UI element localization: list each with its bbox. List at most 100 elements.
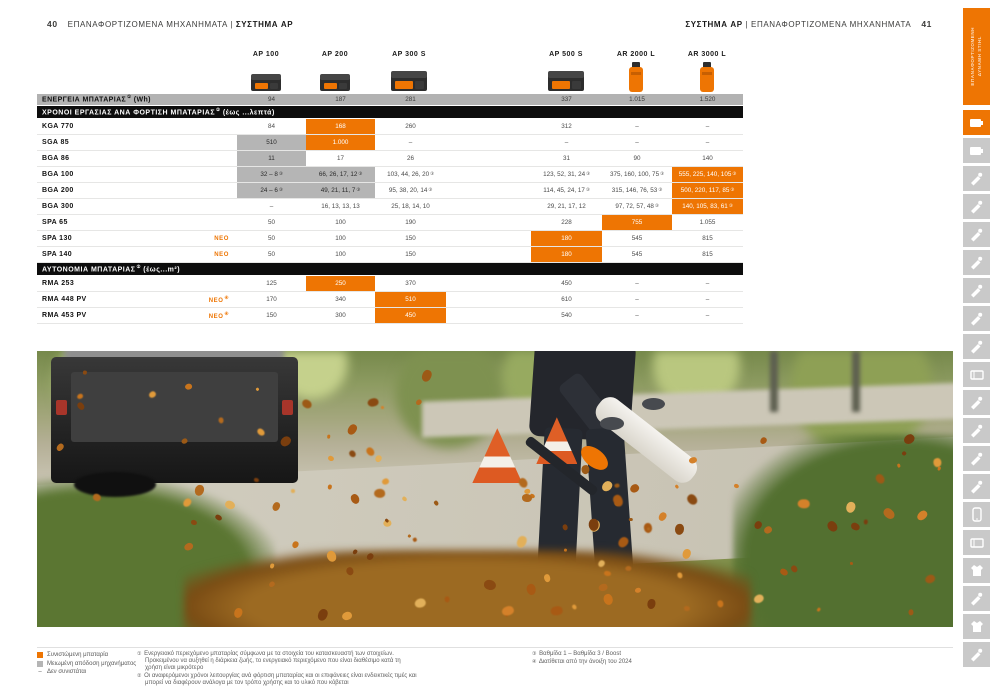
- footnote-ref: ④: [224, 294, 229, 300]
- footnote-ref: ③: [428, 187, 433, 193]
- value-cell: 100: [306, 215, 375, 230]
- value-cell: 228: [531, 215, 602, 230]
- value-cell: 50: [237, 231, 306, 246]
- footnote: ④ Διατίθεται από την άνοιξη του 2024: [532, 659, 632, 665]
- value-cell: 100: [306, 247, 375, 262]
- rail-tab-battery-ap-system-icon[interactable]: [963, 110, 990, 135]
- leaf: [364, 446, 376, 458]
- rail-tab-robotic-mower-icon[interactable]: [963, 362, 990, 387]
- battery-name: AP 300 S: [392, 51, 426, 58]
- rail-tab-helmet-icon[interactable]: [963, 558, 990, 583]
- rail-tab-apparel-icon[interactable]: [963, 614, 990, 639]
- rail-tab-accessories-icon[interactable]: [963, 642, 990, 667]
- row-label: BGA 200: [42, 187, 74, 194]
- photo-leaf-blowing: [37, 351, 953, 627]
- rail-tab-pole-pruner-icon[interactable]: [963, 222, 990, 247]
- battery-name: AP 100: [252, 51, 280, 58]
- footnotes-main: ① Ενεργειακό περιεχόμενο μπαταρίας σύμφω…: [137, 651, 417, 688]
- rail-tab-charging-station-icon[interactable]: [963, 530, 990, 555]
- footnote: ③ Βαθμίδα 1 – Βαθμίδα 3 / Boost: [532, 651, 621, 657]
- value-cell: 545: [602, 247, 672, 262]
- value-cell: 190: [375, 215, 446, 230]
- footnote-ref: ③: [660, 171, 664, 177]
- footnote-ref: ③: [278, 171, 283, 177]
- header-left-bold: ΣΥΣΤΗΜΑ AP: [235, 20, 294, 29]
- value-cell: 66, 26, 17, 12 ③: [306, 167, 375, 182]
- row-label-cell: RMA 253: [37, 276, 237, 291]
- value-cell: 150: [375, 247, 446, 262]
- rail-tab-kombi-system-icon[interactable]: [963, 418, 990, 443]
- battery-ak-system-icon: [969, 144, 984, 157]
- battery-image: [295, 58, 375, 94]
- row-label-cell: ΕΝΕΡΓΕΙΑ ΜΠΑΤΑΡΙΑΣ① (Wh): [37, 94, 237, 105]
- chapter-tab[interactable]: ΕΠΑΝΑΦΟΡΤΙΖΟΜΕΝΗ ΔΥΝΑΜΗ STIHL: [963, 8, 990, 105]
- leaf: [91, 492, 103, 502]
- page-gutter: [446, 308, 531, 323]
- header-left-plain: ΕΠΑΝΑΦΟΡΤΙΖΟΜΕΝΑ ΜΗΧΑΝΗΜΑΤΑ |: [67, 20, 234, 29]
- value-cell: 26: [375, 151, 446, 166]
- leaf: [634, 586, 642, 594]
- rail-tab-axe-icon[interactable]: [963, 586, 990, 611]
- rail-tab-chainsaw-icon[interactable]: [963, 166, 990, 191]
- leaf: [232, 606, 244, 619]
- leaf: [55, 442, 66, 453]
- value-cell: 375, 160, 100, 75 ③: [602, 167, 672, 182]
- section-header-row: ΕΝΕΡΓΕΙΑ ΜΠΑΤΑΡΙΑΣ① (Wh) 94 187 281 337 1.015…: [37, 94, 743, 105]
- neo-badge: ΝΕΟ④: [208, 310, 229, 320]
- row-label: SPA 65: [42, 219, 68, 226]
- value-cell: 140, 105, 83, 61 ③: [672, 199, 743, 214]
- category-rail: [963, 110, 990, 670]
- leaf: [675, 484, 680, 489]
- photo-leaf-pile: [183, 549, 752, 627]
- leaf: [901, 451, 907, 457]
- leaf: [345, 566, 355, 577]
- leaf: [902, 432, 917, 447]
- kombi-system-icon: [969, 423, 984, 438]
- value-cell: 123, 52, 31, 24 ③: [531, 167, 602, 182]
- rail-tab-blower-icon[interactable]: [963, 278, 990, 303]
- value-cell: –: [237, 199, 306, 214]
- photo-truck-taillight: [281, 399, 294, 415]
- rail-tab-smartphone-icon[interactable]: [963, 502, 990, 527]
- leaf: [758, 436, 768, 446]
- leaf: [923, 572, 937, 585]
- page-gutter: [446, 151, 531, 166]
- leaf: [255, 426, 266, 437]
- leaf: [825, 519, 840, 534]
- rail-tab-brushcutter-icon[interactable]: [963, 306, 990, 331]
- leaf: [180, 437, 189, 445]
- header-right: ΣΥΣΤΗΜΑ AP | ΕΠΑΝΑΦΟΡΤΙΖΟΜΕΝΑ ΜΗΧΑΝΗΜΑΤΑ…: [685, 19, 942, 29]
- legend-item: – Δεν συνιστάται: [37, 669, 136, 675]
- rail-tab-top-handle-chainsaw-icon[interactable]: [963, 194, 990, 219]
- legend-swatch-reduced: [37, 660, 43, 667]
- footnote-ref: ③: [430, 171, 434, 177]
- row-label: SGA 85: [42, 139, 70, 146]
- rail-tab-hedge-trimmer-icon[interactable]: [963, 250, 990, 275]
- photo-worker-glove: [641, 397, 666, 411]
- legend-text: Συνιστώμενη μπαταρία: [47, 652, 109, 658]
- rail-tab-harvester-icon[interactable]: [963, 474, 990, 499]
- page-gutter: [446, 183, 531, 198]
- rail-tab-sprayer-icon[interactable]: [963, 446, 990, 471]
- leaf: [352, 548, 359, 555]
- page-number-right: 41: [921, 19, 932, 29]
- rail-tab-battery-ak-system-icon[interactable]: [963, 138, 990, 163]
- photo-flying-leaves: [37, 351, 953, 627]
- battery-column-header: AP 300 S: [369, 51, 449, 94]
- table-legend: Συνιστώμενη μπαταρία Μειωμένη απόδοση μηχ…: [37, 652, 136, 678]
- leaf: [271, 500, 282, 512]
- leaf: [915, 508, 930, 522]
- hedge-trimmer-icon: [969, 255, 984, 270]
- leaf: [415, 398, 423, 406]
- value-cell: 180: [531, 247, 602, 262]
- section-title: ΑΥΤΟΝΟΜΙΑ ΜΠΑΤΑΡΙΑΣ② (έως...m²): [42, 263, 181, 274]
- leaf: [82, 370, 87, 375]
- rail-tab-grass-trimmer-icon[interactable]: [963, 334, 990, 359]
- leaf: [681, 548, 692, 560]
- row-label-cell: SPA 130 ΝΕΟ: [37, 231, 237, 246]
- leaf: [602, 592, 615, 606]
- legend-text: Δεν συνιστάται: [47, 669, 87, 675]
- value-cell: 500, 220, 117, 85 ③: [672, 183, 743, 198]
- rail-tab-lawn-mower-icon[interactable]: [963, 390, 990, 415]
- value-cell: 150: [375, 231, 446, 246]
